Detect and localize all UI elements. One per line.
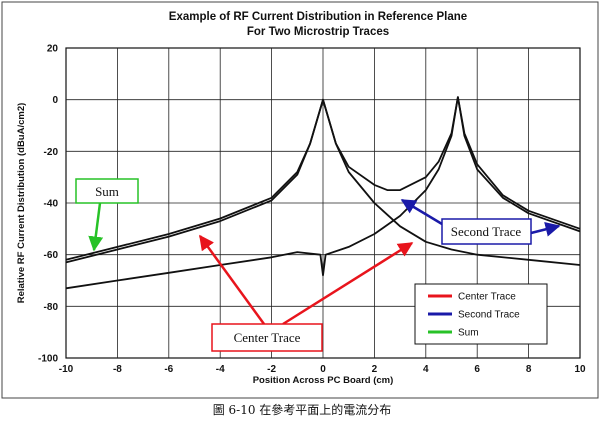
series-line-sum bbox=[65, 96, 581, 264]
y-tick-label: -100 bbox=[38, 354, 58, 365]
callout-second-trace: Second Trace bbox=[400, 198, 561, 245]
series-line-second-trace bbox=[65, 96, 581, 290]
x-tick-label: -8 bbox=[113, 364, 122, 375]
callout-second-arrow-left bbox=[400, 198, 443, 226]
y-tick-label: -20 bbox=[44, 147, 59, 158]
y-tick-label: 20 bbox=[47, 44, 59, 55]
legend-label-second-trace: Second Trace bbox=[458, 310, 520, 321]
legend-label-sum: Sum bbox=[458, 328, 479, 339]
y-tick-labels: 20 0 -20 -40 -60 -80 -100 bbox=[38, 44, 58, 365]
y-tick-label: -40 bbox=[44, 199, 59, 210]
series-lines bbox=[65, 96, 581, 290]
callout-second-box bbox=[441, 218, 532, 245]
x-tick-label: 0 bbox=[320, 364, 326, 375]
y-axis-label: Relative RF Current Distribution (dBuA/c… bbox=[16, 103, 27, 304]
legend-label-center-trace: Center Trace bbox=[458, 292, 516, 303]
x-tick-label: -6 bbox=[164, 364, 173, 375]
callout-sum-arrow bbox=[88, 202, 104, 252]
x-tick-label: -2 bbox=[267, 364, 276, 375]
callout-second-text: Second Trace bbox=[451, 224, 522, 239]
x-tick-label: 8 bbox=[526, 364, 532, 375]
chart-subtitle: For Two Microstrip Traces bbox=[247, 26, 389, 38]
figure-caption: 圖 6-10 在參考平面上的電流分布 bbox=[213, 402, 392, 417]
x-tick-labels: -10 -8 -6 -4 -2 0 2 4 6 8 10 bbox=[59, 364, 586, 375]
y-tick-label: -80 bbox=[44, 302, 59, 313]
legend: Center Trace Second Trace Sum bbox=[414, 283, 548, 345]
chart-title: Example of RF Current Distribution in Re… bbox=[169, 11, 467, 23]
callout-center-box bbox=[211, 323, 323, 352]
callout-center-text: Center Trace bbox=[234, 330, 301, 345]
y-tick-label: -60 bbox=[44, 250, 59, 261]
callout-sum-text: Sum bbox=[95, 184, 119, 199]
callout-center-arrow-right bbox=[282, 241, 414, 326]
callout-center-arrow-left bbox=[198, 234, 266, 325]
callout-second-arrow-right bbox=[530, 221, 561, 237]
callout-center-trace: Center Trace bbox=[198, 234, 414, 352]
x-tick-label: -4 bbox=[216, 364, 225, 375]
x-axis-label: Position Across PC Board (cm) bbox=[253, 375, 394, 386]
x-tick-label: -10 bbox=[59, 364, 74, 375]
x-tick-label: 4 bbox=[423, 364, 429, 375]
x-tick-label: 6 bbox=[474, 364, 480, 375]
callout-sum: Sum bbox=[75, 178, 139, 252]
x-tick-label: 10 bbox=[574, 364, 586, 375]
chart-frame bbox=[1, 1, 599, 399]
y-tick-label: 0 bbox=[52, 95, 58, 106]
callout-sum-box bbox=[75, 178, 139, 204]
x-tick-label: 2 bbox=[372, 364, 378, 375]
